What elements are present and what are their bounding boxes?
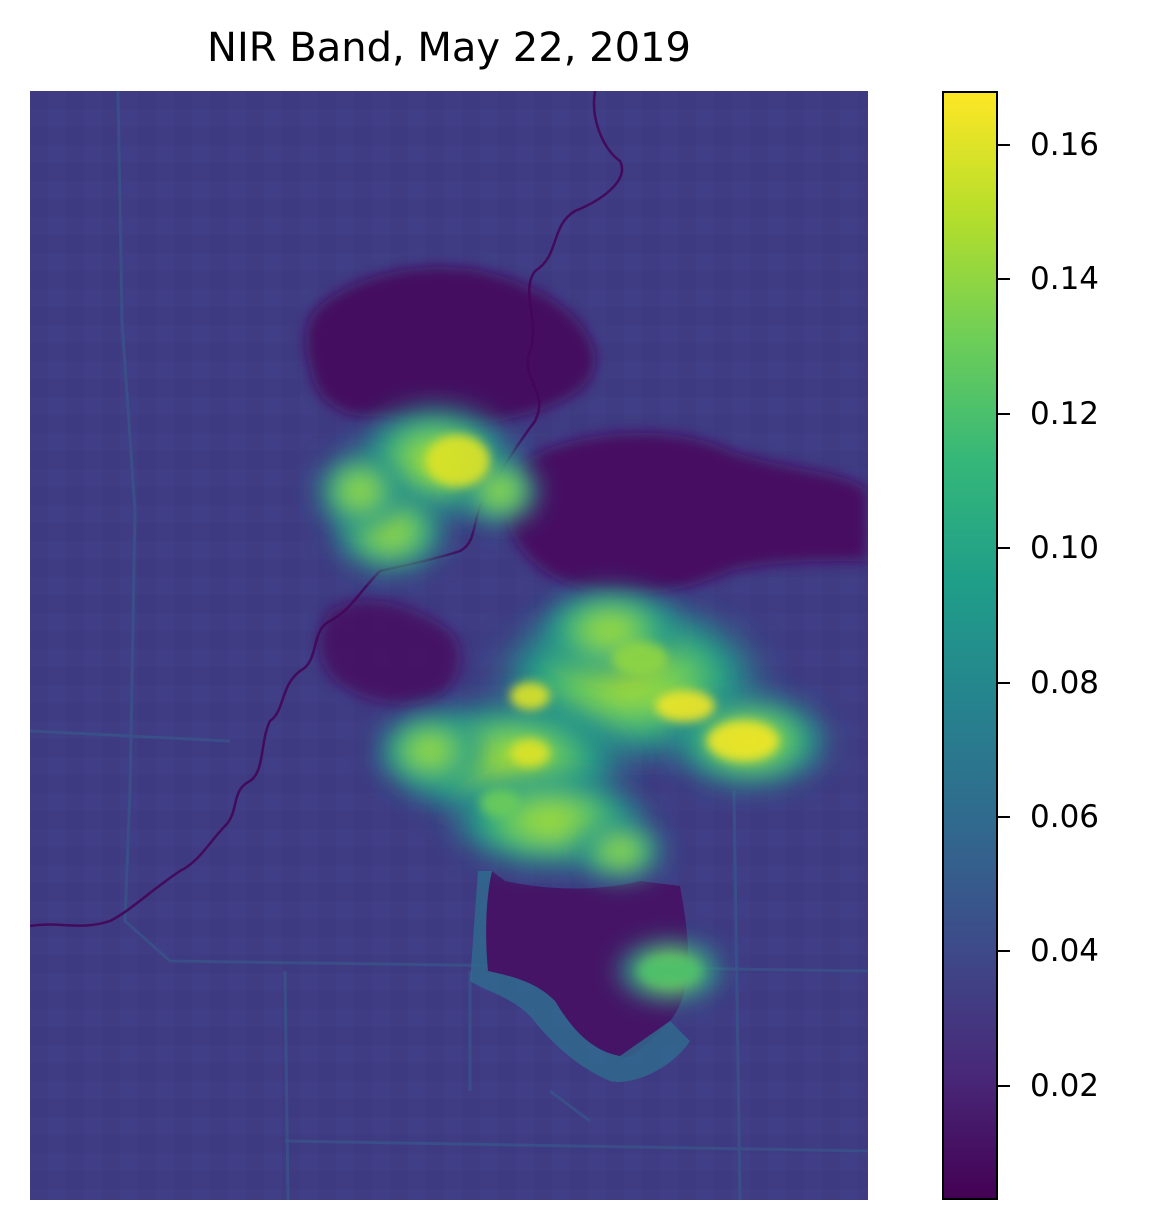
colorbar-tick-mark [998,681,1010,684]
cloud-south-upper [570,816,670,886]
cloud-south-core [640,957,700,985]
colorbar-tick-label: 0.10 [1030,530,1100,566]
road [283,970,290,1200]
colorbar-tick-label: 0.04 [1030,933,1100,970]
dark-region-center [505,432,868,595]
colorbar-tick-label: 0.08 [1030,664,1100,701]
road [732,790,742,1200]
cloud-east-core-1 [655,690,715,722]
cloud-nw-core [426,435,490,487]
colorbar-ticks: 0.02 0.04 0.06 0.08 0.10 0.12 0.14 0.16 [998,91,1148,1200]
colorbar [942,91,998,1200]
cloud-east-core-6 [480,789,520,817]
cloud-east-north [530,581,690,681]
colorbar-tick-label: 0.02 [1030,1067,1100,1104]
colorbar-tick-mark [998,950,1010,953]
colorbar-tick-mark [998,143,1010,146]
lake-south [486,871,689,1058]
road [549,1089,591,1123]
cloud-nw-west [310,446,410,536]
cloud-east-core-4 [510,739,550,767]
cloud-east-core-5 [612,641,668,677]
lake-shore [470,871,690,1082]
cloud-east-west [370,706,490,796]
colorbar-tick-mark [998,278,1010,281]
chart-title: NIR Band, May 22, 2019 [207,25,691,71]
dark-region-north [305,267,596,426]
cloud-east-core-3 [510,682,550,710]
colorbar-tick-mark [998,815,1010,818]
road [30,729,231,743]
colorbar-tick-label: 0.16 [1030,126,1100,163]
dark-region-west [319,600,461,705]
colorbar-tick-mark [998,412,1010,415]
colorbar-tick-mark [998,1084,1010,1087]
colorbar-tick-label: 0.14 [1030,261,1100,298]
colorbar-tick-mark [998,547,1010,549]
colorbar-tick-label: 0.12 [1030,395,1100,432]
cloud-east-core-2 [707,721,779,761]
nir-band-image [30,91,868,1200]
road [116,91,171,963]
road [284,1139,868,1153]
colorbar-tick-label: 0.06 [1030,798,1100,835]
